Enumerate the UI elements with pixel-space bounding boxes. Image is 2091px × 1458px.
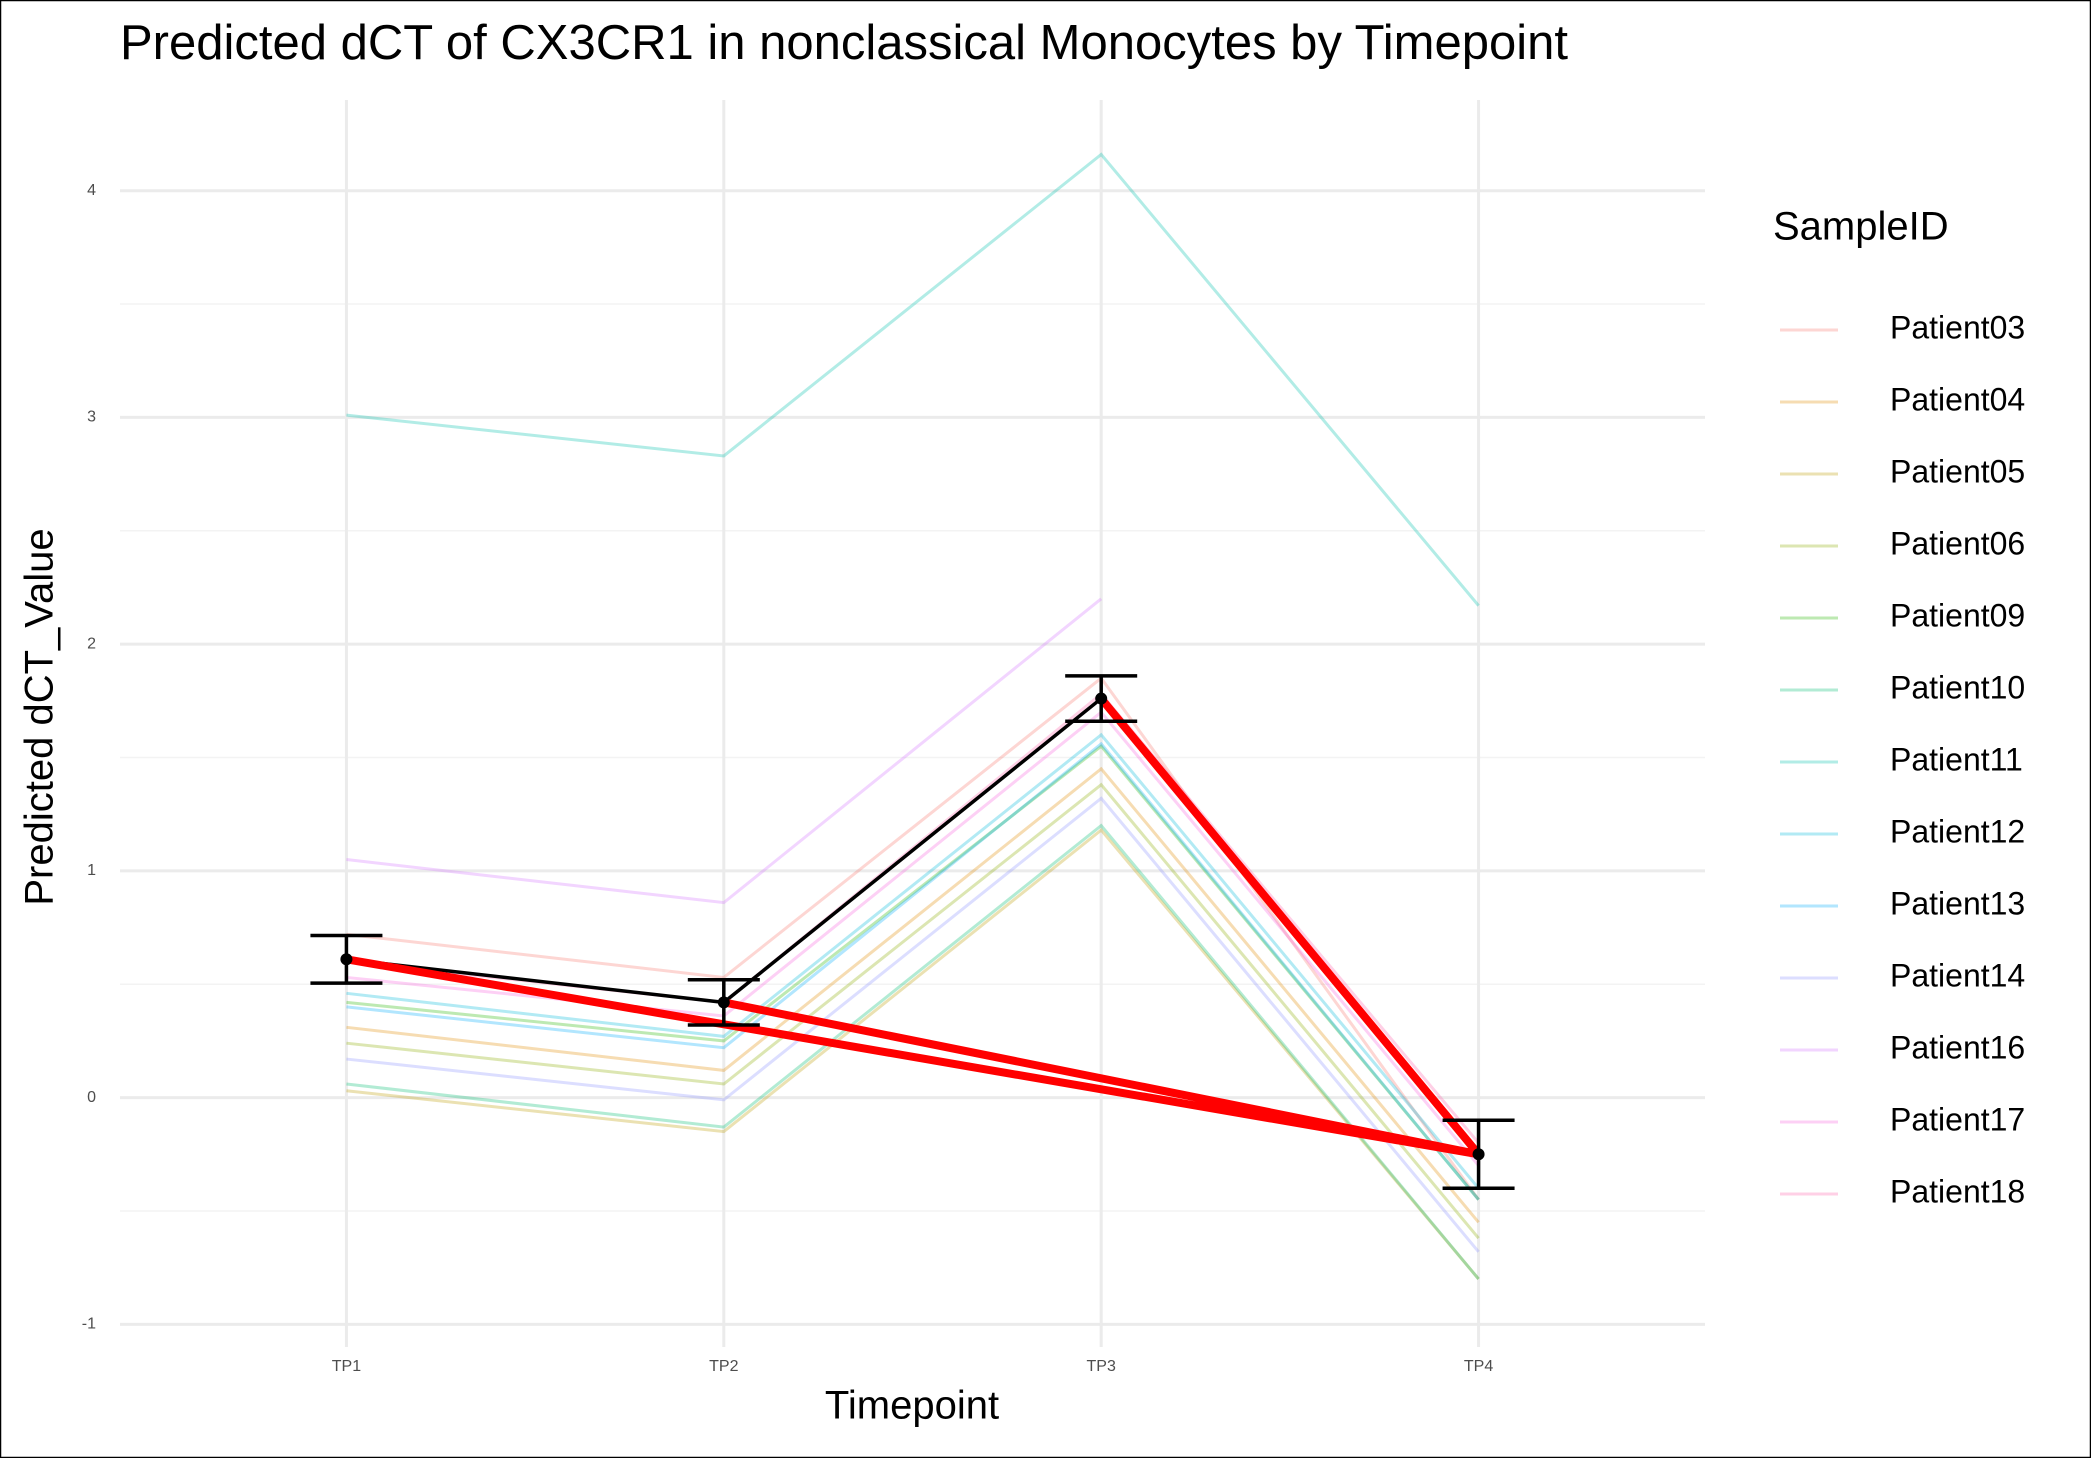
legend-label: Patient06 [1890,525,2025,561]
series-line [346,827,1480,1280]
mean-point [717,996,730,1009]
legend-label: Patient03 [1890,309,2025,345]
series-line [346,744,1480,1201]
chart-title: Predicted dCT of CX3CR1 in nonclassical … [120,16,1568,70]
legend-label: Patient16 [1890,1029,2025,1065]
series-line [346,597,1103,905]
mean-point [1472,1148,1485,1161]
y-tick-label: 3 [87,409,96,426]
mean-point [340,953,353,966]
legend-label: Patient12 [1890,813,2025,849]
y-axis-label: Predicted dCT_Value [18,528,62,905]
series-line [346,152,1480,607]
series-line [346,710,1480,1167]
y-tick-label: 1 [87,862,96,879]
legend-label: Patient09 [1890,597,2025,633]
legend-label: Patient10 [1890,669,2025,705]
series-line [346,782,1480,1240]
series-line [346,796,1480,1253]
x-axis-label: Timepoint [825,1384,999,1428]
legend-label: Patient05 [1890,453,2025,489]
y-tick-label: -1 [82,1316,96,1333]
series-line [346,676,1480,1201]
series-line [346,766,1480,1224]
legend-label: Patient11 [1890,741,2023,777]
legend-title: SampleID [1773,205,1949,249]
mean-point [1095,692,1108,705]
x-tick-label: TP1 [332,1358,361,1375]
x-tick-label: TP3 [1087,1358,1116,1375]
y-tick-label: 4 [87,182,96,199]
y-tick-label: 2 [87,635,96,652]
legend-label: Patient14 [1890,957,2025,993]
legend-label: Patient17 [1890,1101,2025,1137]
x-tick-label: TP4 [1464,1358,1493,1375]
series-line [346,823,1480,1280]
y-tick-label: 0 [87,1089,96,1106]
series-line [346,741,1480,1201]
legend-label: Patient18 [1890,1173,2025,1209]
x-tick-label: TP2 [709,1358,738,1375]
legend-label: Patient04 [1890,381,2025,417]
series-line [346,732,1480,1190]
legend-label: Patient13 [1890,885,2025,921]
